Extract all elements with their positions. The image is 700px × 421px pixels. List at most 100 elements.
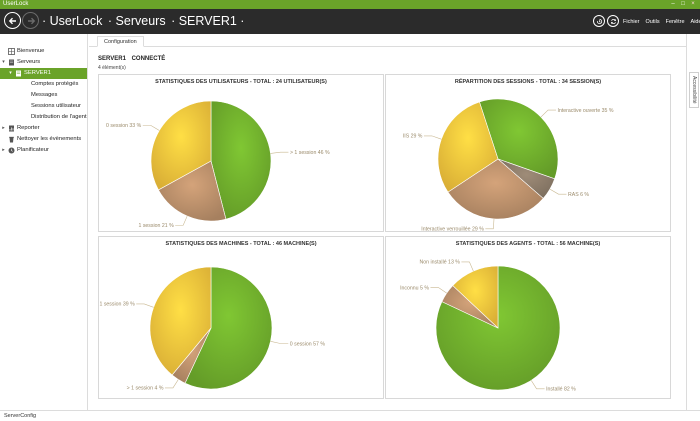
menu-fichier[interactable]: Fichier bbox=[623, 19, 640, 25]
sidebar-item-serveurs[interactable]: ▾ Serveurs bbox=[0, 57, 87, 68]
sidebar-item-distribution-agent[interactable]: Distribution de l'agent bbox=[0, 112, 87, 123]
pie-slice[interactable] bbox=[210, 100, 272, 220]
server-name: SERVER1 bbox=[98, 56, 126, 62]
label-leader-line bbox=[142, 125, 160, 131]
sidebar-item-label: Comptes protégés bbox=[31, 81, 79, 87]
label-leader-line bbox=[136, 303, 154, 308]
breadcrumb-serveurs[interactable]: · Serveurs bbox=[107, 14, 166, 28]
slice-label: RAS 6 % bbox=[568, 192, 589, 198]
tab-configuration[interactable]: Configuration bbox=[97, 36, 144, 47]
window-title: UserLock bbox=[3, 1, 29, 7]
refresh-button[interactable] bbox=[607, 15, 619, 27]
arrow-left-icon bbox=[8, 17, 16, 24]
sidebar-item-messages[interactable]: Messages bbox=[0, 90, 87, 101]
main-content: SERVER1 CONNECTÉ 4 élément(s) > 1 sessio… bbox=[89, 47, 686, 410]
label-leader-line bbox=[175, 215, 188, 226]
tab-bar: Configuration bbox=[89, 34, 686, 47]
sidebar-item-sessions-utilisateur[interactable]: Sessions utilisateur bbox=[0, 101, 87, 112]
menu-outils[interactable]: Outils bbox=[645, 19, 660, 25]
slice-label: > 1 session 4 % bbox=[127, 386, 164, 392]
breadcrumb-server1: · SERVER1 · bbox=[171, 14, 245, 28]
breadcrumb-userlock[interactable]: · UserLock bbox=[42, 14, 103, 28]
chart-title: STATISTIQUES DES MACHINES - TOTAL : 46 M… bbox=[165, 241, 317, 247]
collapse-arrow-icon[interactable]: ▾ bbox=[9, 70, 12, 76]
arrow-right-icon bbox=[27, 17, 35, 24]
sidebar-item-label: Planificateur bbox=[17, 147, 49, 153]
refresh-icon bbox=[610, 18, 616, 24]
minimize-button[interactable]: – bbox=[671, 1, 675, 7]
expand-arrow-icon[interactable]: ▸ bbox=[2, 125, 5, 131]
pie-slice[interactable] bbox=[479, 98, 559, 180]
status-text: ServerConfig bbox=[4, 413, 37, 419]
sidebar-item-label: Nettoyer les évènements bbox=[17, 136, 82, 142]
slice-label: 1 session 21 % bbox=[139, 223, 175, 229]
sidebar-item-label: Distribution de l'agent bbox=[31, 114, 87, 120]
pie-slice[interactable] bbox=[158, 160, 227, 222]
chart-panel-users: > 1 session 46 % 1 session 21 % 0 session … bbox=[98, 74, 384, 232]
sidebar-item-bienvenue[interactable]: Bienvenue bbox=[0, 46, 87, 57]
label-leader-line bbox=[164, 379, 179, 389]
collapse-arrow-icon[interactable]: ▾ bbox=[2, 59, 5, 65]
element-count: 4 élément(s) bbox=[98, 65, 126, 71]
pie-slice[interactable] bbox=[149, 266, 212, 376]
back-button[interactable] bbox=[4, 12, 21, 29]
slice-label: Interactive verrouillée 29 % bbox=[421, 227, 484, 233]
server-node-icon bbox=[16, 70, 21, 77]
slice-label: 1 session 39 % bbox=[100, 302, 136, 308]
sidebar-item-reporter[interactable]: ▸ Reporter bbox=[0, 123, 87, 134]
slice-label: Installé 82 % bbox=[546, 387, 576, 393]
sidebar-item-label: Reporter bbox=[17, 125, 40, 131]
report-icon bbox=[9, 125, 14, 132]
slice-label: IIS 29 % bbox=[403, 134, 423, 140]
history-button[interactable] bbox=[593, 15, 605, 27]
chart-title: STATISTIQUES DES AGENTS - TOTAL : 56 MAC… bbox=[455, 241, 601, 247]
sidebar-item-label: Sessions utilisateur bbox=[31, 103, 81, 109]
chart-panel-sessions: Interactive ouverte 35 % RAS 6 % Interacti… bbox=[385, 74, 671, 233]
label-leader-line bbox=[540, 109, 557, 118]
chart-title: STATISTIQUES DES UTILISATEURS - TOTAL : … bbox=[155, 79, 327, 85]
sidebar-item-nettoyer[interactable]: Nettoyer les évènements bbox=[0, 134, 87, 145]
menu-aide[interactable]: Aide bbox=[690, 19, 700, 25]
pie-slice[interactable] bbox=[447, 158, 544, 220]
breadcrumb: · UserLock · Serveurs · SERVER1 · bbox=[42, 12, 246, 30]
sidebar-item-label: Bienvenue bbox=[17, 48, 45, 54]
grid-icon bbox=[8, 48, 15, 55]
side-panel-rail: Accessibilité bbox=[686, 34, 700, 410]
server-status: CONNECTÉ bbox=[131, 56, 166, 62]
chart-title: RÉPARTITION DES SESSIONS - TOTAL : 34 SE… bbox=[454, 79, 602, 85]
pie-slice[interactable] bbox=[150, 100, 212, 191]
slice-label: > 1 session 46 % bbox=[290, 150, 330, 156]
pie-chart: Installé 82 % Inconnu 5 % Non installé 13 … bbox=[400, 260, 576, 393]
label-leader-line bbox=[549, 188, 567, 195]
sidebar-item-label: SERVER1 bbox=[24, 70, 51, 76]
pie-chart: Interactive ouverte 35 % RAS 6 % Interacti… bbox=[403, 98, 614, 233]
expand-arrow-icon[interactable]: ▸ bbox=[2, 147, 5, 153]
status-bar: ServerConfig bbox=[0, 410, 700, 421]
chart-panel-machines: 0 session 57 % > 1 session 4 % 1 session 3… bbox=[98, 236, 384, 399]
chart-panel-agents: Installé 82 % Inconnu 5 % Non installé 13 … bbox=[385, 236, 671, 399]
slice-label: Interactive ouverte 35 % bbox=[558, 108, 614, 114]
menu-fenetre[interactable]: Fenêtre bbox=[665, 19, 685, 25]
tab-accessibilite[interactable]: Accessibilité bbox=[689, 72, 699, 108]
forward-button[interactable] bbox=[22, 12, 39, 29]
cleanup-icon bbox=[9, 136, 14, 143]
history-icon bbox=[596, 18, 602, 24]
label-leader-line bbox=[461, 261, 474, 272]
slice-label: Inconnu 5 % bbox=[400, 285, 429, 291]
label-leader-line bbox=[530, 380, 545, 390]
sidebar-item-server1[interactable]: ▾ SERVER1 bbox=[0, 68, 87, 79]
maximize-button[interactable]: □ bbox=[681, 1, 685, 7]
sidebar-item-label: Serveurs bbox=[17, 59, 41, 65]
slice-label: Non installé 13 % bbox=[420, 260, 461, 266]
sidebar: Bienvenue ▾ Serveurs ▾ SERVER1 Comptes p… bbox=[0, 34, 88, 410]
sidebar-item-planificateur[interactable]: ▸ Planificateur bbox=[0, 145, 87, 156]
pie-chart: > 1 session 46 % 1 session 21 % 0 session … bbox=[106, 100, 330, 229]
server-icon bbox=[9, 59, 14, 66]
slice-label: 0 session 33 % bbox=[106, 123, 142, 129]
app-header: · UserLock · Serveurs · SERVER1 · Fichie… bbox=[0, 9, 700, 34]
close-button[interactable]: × bbox=[691, 1, 695, 7]
server-heading: SERVER1 CONNECTÉ bbox=[98, 56, 165, 62]
slice-label: 0 session 57 % bbox=[290, 341, 326, 347]
sidebar-item-comptes-proteges[interactable]: Comptes protégés bbox=[0, 79, 87, 90]
window-controls: – □ × bbox=[668, 0, 698, 9]
